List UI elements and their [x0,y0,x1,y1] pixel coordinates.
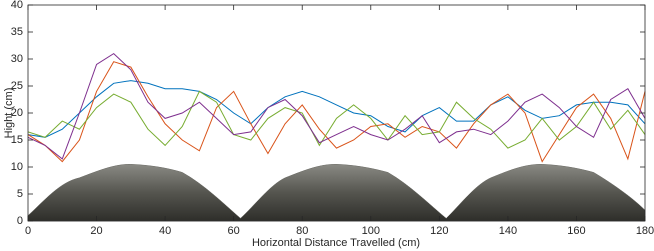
y-tick-label: 35 [11,26,23,38]
series-line [27,90,646,149]
y-tick-label: 40 [11,0,23,11]
y-tick-label: 10 [11,161,23,173]
x-tick-label: 20 [90,225,102,237]
x-tick-label: 120 [430,225,448,237]
series-line [27,52,646,160]
y-tick-label: 5 [17,188,23,200]
x-tick-label: 160 [567,225,585,237]
x-tick-label: 80 [296,225,308,237]
y-axis-label: Hight (cm) [3,88,15,139]
x-tick-label: 100 [362,225,380,237]
y-tick-label: 30 [11,53,23,65]
x-tick-label: 140 [499,225,517,237]
x-axis-label: Horizontal Distance Travelled (cm) [252,237,420,249]
terrain [27,164,646,222]
y-tick-label: 15 [11,134,23,146]
y-tick-label: 0 [17,215,23,227]
y-tick-label: 25 [11,80,23,92]
x-tick-label: 0 [25,225,31,237]
x-tick-label: 60 [228,225,240,237]
x-tick-label: 180 [636,225,654,237]
y-tick-label: 20 [11,107,23,119]
series-line [27,61,646,163]
x-tick-label: 40 [159,225,171,237]
